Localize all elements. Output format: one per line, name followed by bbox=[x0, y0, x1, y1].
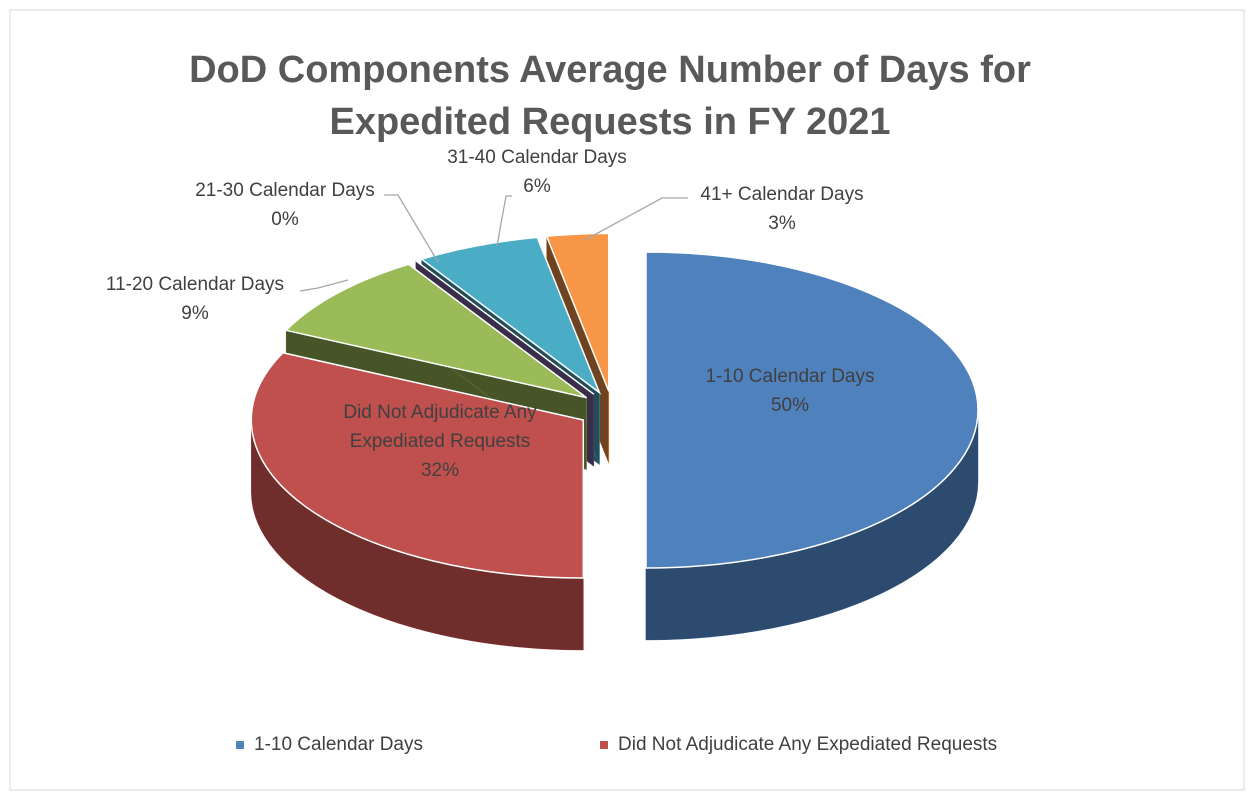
slice bbox=[419, 236, 602, 395]
legend-entry: Did Not Adjudicate Any Expediated Reques… bbox=[600, 732, 997, 758]
data-label-value: 32% bbox=[420, 460, 460, 481]
leader-line bbox=[299, 279, 349, 292]
slice bbox=[645, 251, 979, 569]
legend-entry: 1-10 Calendar Days bbox=[236, 732, 423, 758]
slice bbox=[250, 351, 585, 579]
leader-line bbox=[584, 197, 688, 241]
data-label-value: 50% bbox=[770, 395, 810, 416]
data-label-name: Did Not Adjudicate Any Expediated Reques… bbox=[343, 402, 537, 452]
chart-title: DoD Components Average Number of Days fo… bbox=[189, 49, 1031, 143]
leader-line bbox=[384, 194, 439, 263]
legend-swatch bbox=[600, 740, 608, 749]
leader-line bbox=[496, 195, 512, 247]
slice bbox=[545, 232, 610, 392]
data-label-name: 31-40 Calendar Days bbox=[447, 147, 627, 168]
data-label-value: 3% bbox=[768, 213, 796, 234]
data-label-value: 0% bbox=[271, 209, 299, 230]
data-label-name: 11-20 Calendar Days bbox=[105, 274, 285, 295]
data-label-name: 1-10 Calendar Days bbox=[705, 366, 875, 387]
data-label-name: 21-30 Calendar Days bbox=[195, 180, 375, 201]
legend-label: 1-10 Calendar Days bbox=[254, 734, 423, 755]
data-label-value: 9% bbox=[181, 303, 209, 324]
legend-label: Did Not Adjudicate Any Expediated Reques… bbox=[618, 734, 998, 755]
data-label-name: 41+ Calendar Days bbox=[700, 184, 864, 205]
slice-side-shade bbox=[251, 420, 584, 651]
slice-side-shade bbox=[646, 410, 978, 640]
data-label-value: 6% bbox=[523, 176, 551, 197]
chart-border bbox=[9, 9, 1245, 791]
legend-swatch bbox=[236, 740, 244, 749]
slice bbox=[284, 263, 587, 399]
